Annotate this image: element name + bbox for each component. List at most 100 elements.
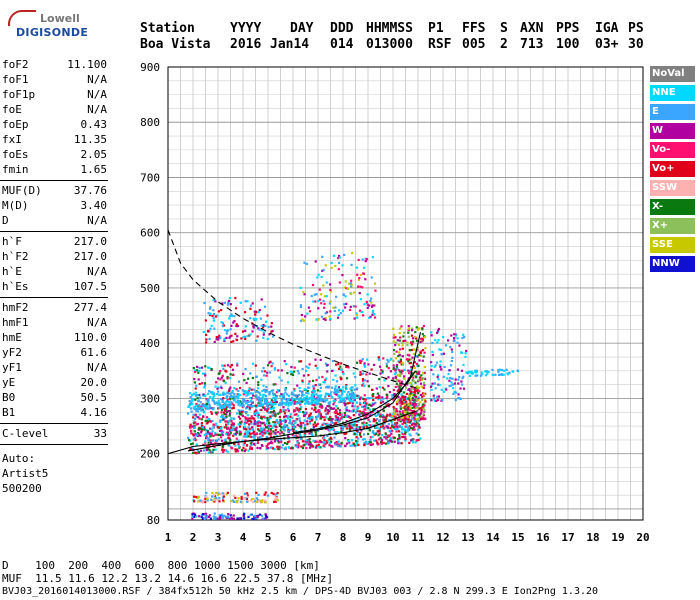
data-point bbox=[444, 344, 448, 347]
data-point bbox=[212, 499, 216, 502]
data-point bbox=[400, 442, 403, 445]
data-point bbox=[351, 386, 354, 389]
data-point bbox=[498, 373, 501, 376]
data-point bbox=[320, 446, 323, 449]
data-point bbox=[392, 327, 395, 330]
data-point bbox=[371, 411, 374, 414]
data-point bbox=[213, 402, 216, 405]
data-point bbox=[395, 378, 398, 382]
data-point bbox=[334, 374, 337, 377]
data-point bbox=[243, 311, 247, 314]
data-point bbox=[262, 324, 265, 327]
data-point bbox=[409, 370, 412, 373]
data-point bbox=[244, 325, 247, 328]
data-point bbox=[328, 403, 331, 406]
data-point bbox=[236, 450, 239, 453]
data-point bbox=[322, 268, 325, 272]
data-point bbox=[212, 313, 216, 316]
data-point bbox=[329, 423, 332, 426]
data-point bbox=[241, 330, 245, 333]
data-point bbox=[271, 329, 274, 333]
data-point bbox=[225, 413, 228, 416]
data-point bbox=[253, 412, 256, 415]
data-point bbox=[344, 404, 347, 407]
data-point bbox=[356, 316, 359, 319]
data-point bbox=[257, 381, 260, 384]
x-tick-label: 13 bbox=[461, 531, 474, 544]
data-point bbox=[385, 365, 389, 368]
data-point bbox=[253, 310, 256, 313]
data-point bbox=[417, 386, 420, 389]
data-point bbox=[337, 394, 340, 397]
header-label-yyyy: YYYY bbox=[230, 21, 262, 36]
data-point bbox=[247, 334, 251, 337]
data-point bbox=[209, 427, 212, 430]
data-point bbox=[192, 438, 195, 441]
data-point bbox=[316, 403, 319, 406]
data-point bbox=[363, 362, 366, 365]
data-point bbox=[206, 392, 210, 395]
data-point bbox=[240, 403, 243, 407]
data-point bbox=[202, 403, 205, 406]
data-point bbox=[249, 333, 252, 336]
data-point bbox=[288, 422, 291, 425]
data-point bbox=[207, 441, 210, 444]
data-point bbox=[422, 413, 425, 416]
data-point bbox=[250, 397, 253, 400]
data-point bbox=[329, 436, 332, 440]
data-point bbox=[350, 279, 353, 282]
data-point bbox=[273, 440, 276, 443]
data-point bbox=[255, 390, 258, 393]
param-name: yE bbox=[2, 376, 16, 389]
data-point bbox=[328, 444, 331, 447]
logo-swoosh-icon bbox=[8, 10, 36, 26]
data-point bbox=[274, 500, 277, 503]
data-point bbox=[300, 424, 303, 427]
data-point bbox=[383, 422, 386, 425]
data-point bbox=[376, 413, 380, 416]
data-point bbox=[333, 436, 336, 439]
data-point bbox=[392, 359, 395, 362]
data-point bbox=[296, 408, 299, 411]
data-point bbox=[390, 437, 393, 440]
data-point bbox=[260, 324, 263, 327]
data-point bbox=[408, 420, 411, 424]
data-point bbox=[401, 402, 404, 405]
data-point bbox=[303, 396, 306, 400]
data-point bbox=[371, 435, 374, 438]
x-tick-label: 2 bbox=[190, 531, 197, 544]
data-point bbox=[246, 431, 250, 434]
data-point bbox=[339, 311, 342, 315]
data-point bbox=[236, 335, 239, 338]
data-point bbox=[461, 377, 464, 380]
data-point bbox=[304, 411, 307, 414]
data-point bbox=[338, 388, 342, 391]
data-point bbox=[338, 409, 342, 412]
data-point bbox=[398, 339, 401, 342]
data-point bbox=[388, 414, 391, 417]
data-point bbox=[223, 426, 226, 429]
data-point bbox=[363, 404, 367, 408]
data-point bbox=[206, 366, 210, 369]
data-point bbox=[205, 495, 208, 498]
data-point bbox=[296, 423, 299, 427]
data-point bbox=[416, 346, 420, 349]
data-point bbox=[195, 384, 198, 387]
data-point bbox=[385, 415, 388, 418]
data-point bbox=[403, 406, 406, 409]
data-point bbox=[421, 403, 424, 406]
data-point bbox=[193, 369, 197, 372]
data-point bbox=[379, 423, 382, 427]
data-point bbox=[497, 368, 500, 372]
data-point bbox=[343, 303, 346, 306]
data-point bbox=[234, 296, 237, 300]
data-point bbox=[339, 398, 342, 401]
data-point bbox=[264, 390, 267, 393]
data-point bbox=[334, 415, 338, 418]
data-point bbox=[270, 390, 273, 393]
data-point bbox=[419, 393, 422, 397]
data-point bbox=[418, 327, 421, 330]
data-point bbox=[336, 418, 339, 421]
data-point bbox=[423, 398, 426, 402]
data-point bbox=[310, 400, 313, 403]
